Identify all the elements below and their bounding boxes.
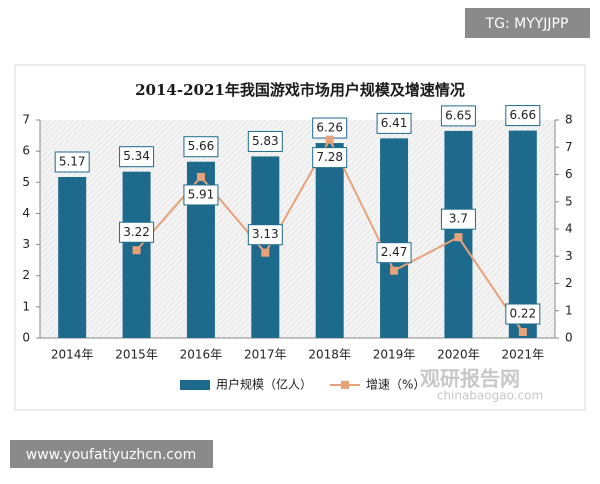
y2-tick-label: 2 [565,276,573,290]
y-tick-label: 7 [22,113,30,127]
line-value-label: 7.28 [316,150,343,164]
line-point [454,233,463,242]
watermark-box [10,440,213,468]
bar [122,171,151,338]
bar [251,156,280,338]
x-tick-label: 2014年 [51,348,94,362]
chart-title: 2014-2021年我国游戏市场用户规模及增速情况 [135,81,465,99]
bar [58,176,87,338]
bar-value-label: 6.65 [445,108,472,122]
line-value-label-box [247,224,283,246]
x-tick-label: 2015年 [115,348,158,362]
bar-value-label: 5.83 [252,134,279,148]
x-tick-label: 2016年 [180,348,223,362]
y2-tick-label: 4 [565,222,573,236]
line-value-label-box [376,242,412,264]
bar-value-label: 6.26 [316,121,343,135]
line-value-label-box [119,221,155,243]
bar [380,138,409,338]
x-tick-label: 2018年 [308,348,351,362]
line-value-label-box [183,184,219,206]
y-tick-label: 1 [22,299,30,313]
bar-value-label: 6.66 [509,108,536,122]
bar-value-label: 5.17 [59,154,86,168]
line-value-label: 5.91 [188,187,215,201]
x-tick-label: 2020年 [437,348,480,362]
watermark-text: TG: MYYJJPP [485,16,569,32]
x-tick-label: 2021年 [502,348,545,362]
bar-value-label-box [183,136,219,158]
y-tick-label: 2 [22,268,30,282]
y-tick-label: 0 [22,331,30,345]
line-value-label-box [440,208,476,230]
line-point [132,246,141,255]
y2-tick-label: 7 [565,140,573,154]
legend-swatch [180,380,210,390]
line-point [261,248,270,257]
bar-value-label-box [247,130,283,152]
bar-value-label: 5.66 [188,139,215,153]
watermark-logo: 观研报告网 [420,367,520,391]
bar-value-label-box [376,112,412,134]
line-value-label-box [312,147,348,169]
y-tick-label: 3 [22,237,30,251]
bar [508,130,537,338]
bar-value-label-box [119,146,155,168]
watermark-site: chinabaogao.com [437,389,543,403]
plot-area [40,120,555,338]
line-point [518,328,527,337]
watermark-box [465,8,590,38]
watermark-text: www.youfatiyuzhcn.com [26,447,196,463]
y2-tick-label: 0 [565,331,573,345]
bar [315,143,344,338]
y-tick-label: 6 [22,144,30,158]
line-value-label: 3.13 [252,227,279,241]
legend-label: 增速（%） [366,378,425,392]
line-value-label: 3.7 [449,212,468,226]
y-tick-label: 5 [22,175,30,189]
legend-swatch [341,381,349,389]
bar-value-label-box [440,105,476,127]
legend-label: 用户规模（亿人） [216,377,312,392]
line-value-label: 2.47 [381,245,408,259]
y2-tick-label: 6 [565,167,573,181]
y2-tick-label: 5 [565,194,573,208]
y2-tick-label: 8 [565,113,573,127]
line-value-label-box [505,303,541,325]
y-tick-label: 4 [22,206,30,220]
bar-value-label-box [505,105,541,127]
y2-tick-label: 1 [565,303,573,317]
bar-value-label: 6.41 [381,116,408,130]
line-value-label: 3.22 [123,225,150,239]
line-value-label: 0.22 [509,307,536,321]
y2-tick-label: 3 [565,249,573,263]
bar-value-label-box [54,151,90,173]
line-point [196,172,205,181]
x-tick-label: 2017年 [244,348,287,362]
line-point [390,266,399,275]
line-point [325,135,334,144]
x-tick-label: 2019年 [373,348,416,362]
bar-value-label: 5.34 [123,149,150,163]
